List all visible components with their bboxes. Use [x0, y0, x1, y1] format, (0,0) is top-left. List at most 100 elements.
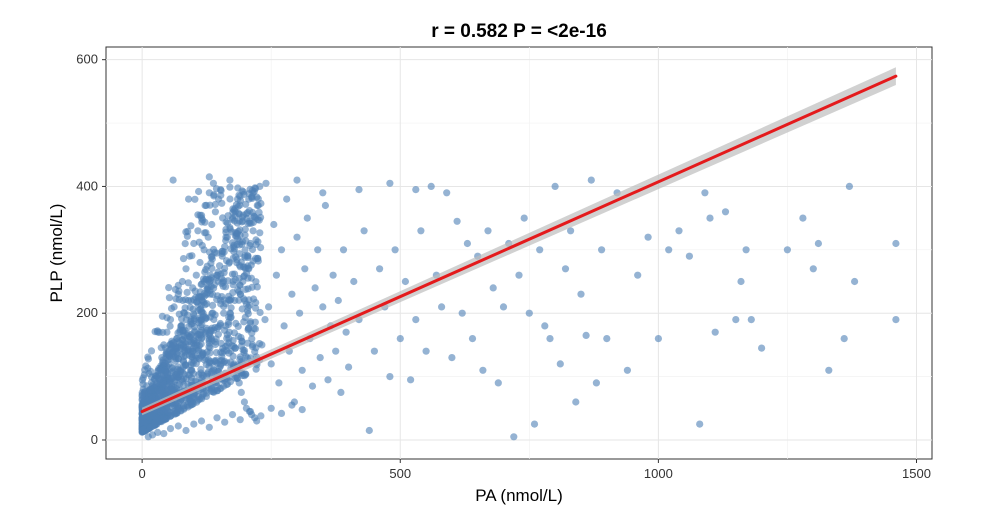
- data-point: [181, 240, 189, 248]
- data-point: [499, 303, 508, 311]
- data-point: [161, 366, 169, 374]
- data-point: [401, 277, 409, 286]
- data-point: [180, 401, 188, 409]
- data-point: [252, 304, 260, 312]
- data-point: [407, 376, 415, 384]
- data-point: [221, 264, 229, 273]
- data-point: [176, 328, 184, 336]
- data-point: [138, 426, 146, 434]
- data-point: [479, 366, 487, 374]
- data-point: [283, 195, 291, 203]
- data-point: [293, 176, 301, 184]
- data-point: [187, 297, 195, 305]
- data-point: [198, 241, 206, 250]
- data-point: [156, 375, 164, 383]
- data-point: [510, 433, 518, 441]
- data-point: [232, 253, 240, 261]
- data-point: [551, 182, 559, 190]
- data-point: [212, 356, 220, 364]
- data-point: [168, 343, 176, 351]
- data-point: [251, 325, 259, 333]
- data-point: [187, 377, 195, 385]
- data-point: [222, 283, 230, 291]
- data-point: [296, 309, 304, 317]
- data-point: [311, 284, 319, 292]
- data-point: [256, 308, 264, 317]
- data-point: [329, 271, 337, 279]
- data-point: [277, 246, 286, 254]
- data-point: [205, 423, 213, 431]
- data-point: [231, 212, 239, 220]
- data-point: [181, 296, 190, 304]
- data-point: [250, 213, 258, 221]
- data-point: [675, 227, 683, 235]
- data-point: [241, 225, 249, 233]
- data-point: [179, 358, 187, 366]
- data-point: [167, 304, 176, 313]
- data-point: [222, 225, 230, 234]
- data-point: [376, 265, 384, 273]
- data-point: [231, 344, 239, 352]
- data-point: [226, 183, 234, 191]
- data-point: [169, 176, 177, 184]
- data-point: [197, 323, 205, 331]
- data-point: [468, 335, 477, 343]
- data-point: [195, 187, 203, 196]
- data-point: [210, 315, 218, 324]
- data-point: [210, 245, 218, 254]
- data-point: [298, 366, 306, 374]
- data-point: [520, 214, 528, 222]
- data-point: [223, 341, 231, 349]
- data-point: [165, 284, 173, 292]
- data-point: [210, 192, 218, 200]
- data-point: [174, 281, 182, 289]
- y-tick-label: 600: [76, 52, 98, 67]
- data-point: [168, 349, 176, 357]
- data-point: [174, 373, 182, 381]
- data-point: [225, 328, 233, 336]
- data-point: [253, 417, 261, 425]
- data-point: [345, 363, 353, 371]
- data-point: [179, 255, 188, 263]
- data-point: [251, 184, 259, 192]
- data-point: [417, 227, 425, 235]
- data-point: [231, 232, 240, 240]
- data-point: [234, 322, 242, 330]
- data-point: [178, 377, 187, 385]
- data-point: [577, 290, 585, 298]
- data-point: [360, 227, 368, 235]
- data-point: [783, 246, 792, 254]
- data-point: [321, 201, 329, 210]
- data-point: [293, 233, 301, 241]
- data-point: [747, 316, 755, 324]
- data-point: [892, 316, 900, 324]
- data-point: [173, 409, 181, 417]
- data-point: [288, 290, 296, 298]
- data-point: [192, 271, 200, 279]
- data-point: [236, 416, 244, 424]
- data-point: [218, 199, 226, 207]
- data-point: [840, 335, 848, 343]
- data-point: [189, 305, 197, 313]
- data-point: [244, 209, 252, 217]
- data-point: [737, 277, 745, 286]
- data-point: [171, 357, 179, 365]
- data-point: [199, 350, 207, 358]
- data-point: [458, 309, 466, 317]
- data-point: [208, 220, 216, 229]
- data-point: [252, 236, 260, 244]
- data-point: [438, 303, 446, 311]
- data-point: [205, 173, 213, 181]
- data-point: [758, 344, 766, 352]
- data-point: [267, 404, 275, 412]
- data-point: [244, 219, 252, 228]
- data-point: [280, 322, 288, 330]
- data-point: [166, 425, 175, 433]
- data-point: [201, 229, 209, 237]
- data-point: [232, 201, 241, 209]
- data-point: [144, 355, 152, 363]
- data-point: [229, 277, 237, 285]
- data-point: [213, 324, 222, 332]
- data-point: [179, 341, 187, 349]
